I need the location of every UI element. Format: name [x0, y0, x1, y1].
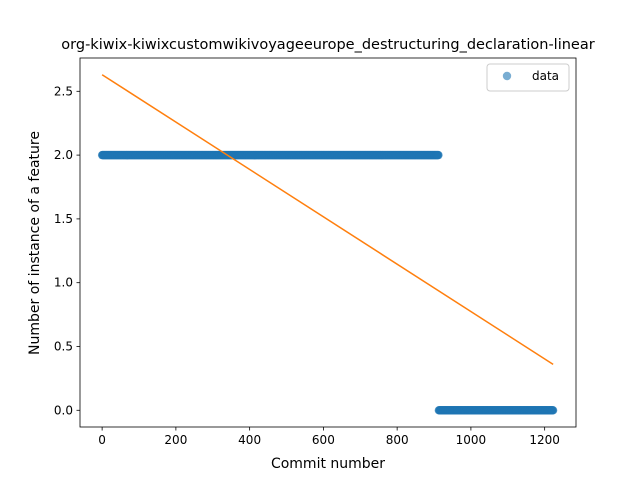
axes: 0 200 400 600 800 1000 1200 0.0 0.5 1.0 1.5 2.0 2.5 [54, 57, 577, 447]
data-point [548, 406, 558, 415]
legend-marker [502, 71, 512, 81]
y-tick-label: 2.0 [54, 148, 73, 162]
scatter-segment-0 [97, 150, 443, 160]
y-tick-label: 1.5 [54, 212, 73, 226]
legend-box [486, 63, 570, 92]
x-tick-label: 1200 [529, 433, 560, 447]
y-tick-label: 0.5 [54, 339, 73, 353]
legend: data [486, 63, 570, 92]
plot-area [80, 58, 576, 427]
chart-marks [97, 74, 558, 415]
x-tick-label: 0 [98, 433, 106, 447]
legend-label: data [532, 69, 559, 83]
fit-line [101, 74, 554, 365]
y-tick-label: 0.0 [54, 403, 73, 417]
x-tick-label: 400 [238, 433, 261, 447]
y-axis-label: Number of instance of a feature [27, 131, 43, 355]
x-axis-label: Commit number [271, 456, 385, 472]
y-tick-label: 2.5 [54, 84, 73, 98]
plot-background [80, 58, 576, 427]
x-tick-label: 600 [312, 433, 335, 447]
x-tick-label: 800 [386, 433, 409, 447]
chart-title: org-kiwix-kiwixcustomwikivoyageeurope_de… [61, 37, 594, 53]
y-tick-label: 1.0 [54, 276, 73, 290]
data-point [434, 150, 443, 160]
scatter-segment-1 [434, 406, 558, 415]
x-tick-label: 1000 [456, 433, 487, 447]
x-tick-label: 200 [164, 433, 187, 447]
plot-frame [79, 57, 577, 428]
